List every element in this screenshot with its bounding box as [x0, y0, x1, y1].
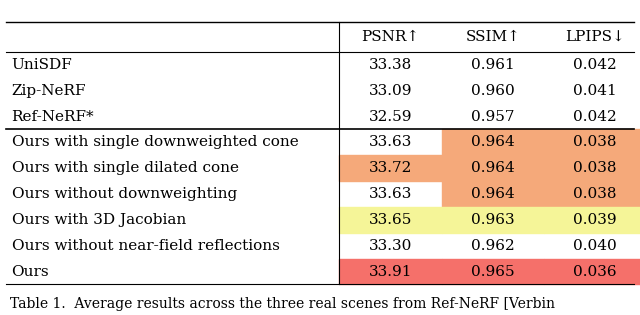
Text: LPIPS↓: LPIPS↓	[565, 30, 625, 44]
Text: 0.038: 0.038	[573, 161, 617, 175]
Text: SSIM↑: SSIM↑	[465, 30, 520, 44]
Text: 0.960: 0.960	[471, 84, 515, 98]
Text: 33.72: 33.72	[369, 161, 412, 175]
Text: Ours without downweighting: Ours without downweighting	[12, 187, 237, 201]
Text: 0.038: 0.038	[573, 135, 617, 149]
Bar	[339, 155, 442, 181]
Text: 0.964: 0.964	[471, 187, 515, 201]
Bar	[442, 259, 544, 284]
Bar	[544, 181, 640, 207]
Text: 0.961: 0.961	[471, 58, 515, 72]
Text: Zip-NeRF: Zip-NeRF	[12, 84, 86, 98]
Text: 0.962: 0.962	[471, 239, 515, 253]
Text: 0.041: 0.041	[573, 84, 617, 98]
Text: 33.63: 33.63	[369, 135, 412, 149]
Text: 0.042: 0.042	[573, 58, 617, 72]
Text: 0.040: 0.040	[573, 239, 617, 253]
Text: 33.63: 33.63	[369, 187, 412, 201]
Text: 33.38: 33.38	[369, 58, 412, 72]
Text: 0.964: 0.964	[471, 135, 515, 149]
Bar	[442, 207, 544, 233]
Text: 33.30: 33.30	[369, 239, 412, 253]
Text: Ours: Ours	[12, 265, 49, 278]
Bar	[544, 259, 640, 284]
Text: Ref-NeRF*: Ref-NeRF*	[12, 110, 94, 123]
Text: Ours without near-field reflections: Ours without near-field reflections	[12, 239, 280, 253]
Text: 0.965: 0.965	[471, 265, 515, 278]
Bar	[442, 181, 544, 207]
Text: 33.91: 33.91	[369, 265, 412, 278]
Text: 0.036: 0.036	[573, 265, 617, 278]
Text: 33.65: 33.65	[369, 213, 412, 227]
Text: Ours with single dilated cone: Ours with single dilated cone	[12, 161, 239, 175]
Bar	[442, 129, 544, 155]
Bar	[339, 259, 442, 284]
Text: 0.964: 0.964	[471, 161, 515, 175]
Text: 0.039: 0.039	[573, 213, 617, 227]
Text: Ours with single downweighted cone: Ours with single downweighted cone	[12, 135, 298, 149]
Text: 0.963: 0.963	[471, 213, 515, 227]
Text: 0.042: 0.042	[573, 110, 617, 123]
Bar	[339, 207, 442, 233]
Text: 0.038: 0.038	[573, 187, 617, 201]
Bar	[544, 155, 640, 181]
Text: 0.957: 0.957	[471, 110, 515, 123]
Text: 32.59: 32.59	[369, 110, 412, 123]
Text: UniSDF: UniSDF	[12, 58, 72, 72]
Text: 33.09: 33.09	[369, 84, 412, 98]
Text: PSNR↑: PSNR↑	[362, 30, 419, 44]
Text: Table 1.  Average results across the three real scenes from Ref-NeRF [Verbin: Table 1. Average results across the thre…	[10, 297, 555, 311]
Bar	[544, 207, 640, 233]
Bar	[442, 155, 544, 181]
Bar	[544, 129, 640, 155]
Text: Ours with 3D Jacobian: Ours with 3D Jacobian	[12, 213, 186, 227]
